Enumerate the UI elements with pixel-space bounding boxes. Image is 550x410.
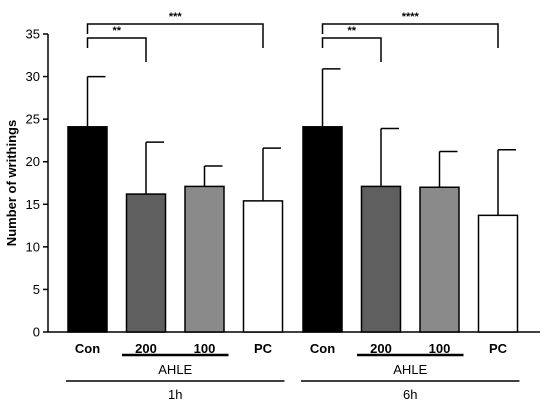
y-tick-label: 20 (26, 154, 40, 169)
bar (360, 185, 402, 333)
y-tick-label: 25 (26, 112, 40, 127)
significance-stars: ** (347, 25, 356, 37)
y-axis-title: Number of writhings (4, 120, 19, 246)
significance-stars: ** (112, 25, 121, 37)
y-tick-label: 5 (33, 282, 40, 297)
significance-bracket (86, 37, 147, 62)
category-label: Con (310, 341, 335, 356)
y-tick-label: 35 (26, 27, 40, 42)
y-tick-label: 0 (33, 325, 40, 340)
labels-layer: Con 200 100 PC AHLE 1h Con 200 100 PC AHLE 6h (66, 341, 520, 402)
time-group-label: 6h (403, 387, 417, 402)
category-label: 100 (194, 341, 216, 356)
error-bars-layer (86, 68, 516, 216)
category-label: PC (254, 341, 273, 356)
significance-stars: **** (402, 11, 420, 23)
category-label: PC (489, 341, 508, 356)
category-label: 200 (370, 341, 392, 356)
bar (419, 186, 460, 333)
subgroup-label: AHLE (158, 362, 192, 377)
bar (477, 214, 519, 333)
significance-bracket (86, 23, 264, 48)
y-tick-label: 15 (26, 197, 40, 212)
category-label: 100 (429, 341, 451, 356)
significance-bracket (321, 37, 382, 62)
y-tick-label: 10 (26, 239, 40, 254)
time-group-label: 1h (168, 387, 182, 402)
significance-layer: *********** (86, 11, 499, 62)
bar (67, 126, 108, 333)
y-tick-label: 30 (26, 69, 40, 84)
category-label: Con (75, 341, 100, 356)
bars-layer (67, 126, 519, 333)
subgroup-label: AHLE (393, 362, 427, 377)
significance-bracket (321, 23, 499, 48)
bar (302, 126, 343, 333)
bar (242, 200, 284, 333)
bar (184, 185, 225, 333)
bar (125, 193, 167, 333)
significance-stars: *** (169, 11, 183, 23)
category-label: 200 (135, 341, 157, 356)
